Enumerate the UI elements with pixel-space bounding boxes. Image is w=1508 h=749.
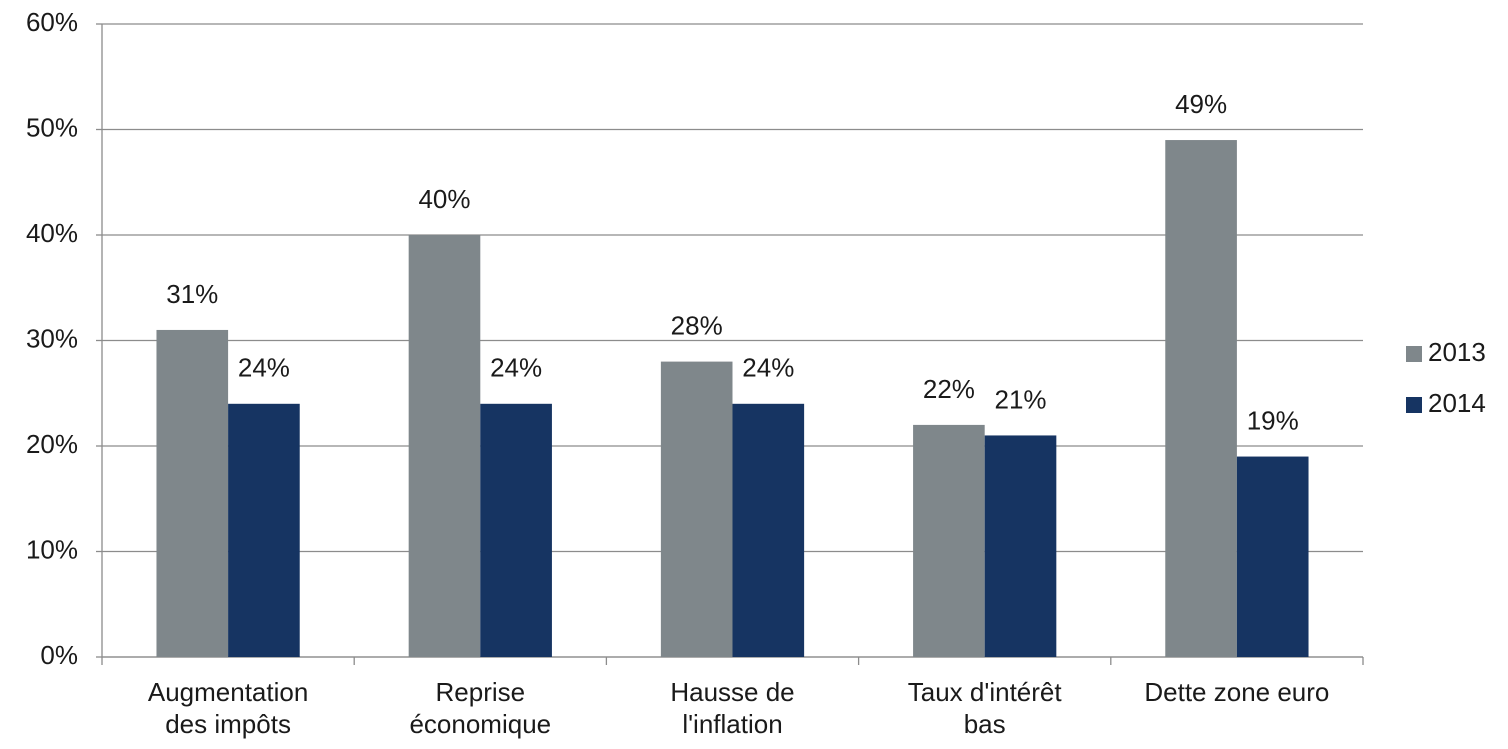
y-tick-label: 0% (40, 640, 78, 670)
bar (228, 403, 300, 657)
y-tick-label: 20% (26, 429, 78, 459)
value-label: 31% (166, 279, 218, 309)
value-label: 22% (923, 374, 975, 404)
y-tick-label: 50% (26, 112, 78, 142)
value-label: 24% (490, 353, 542, 383)
value-label: 24% (238, 353, 290, 383)
bar (1165, 140, 1237, 658)
y-tick-label: 10% (26, 534, 78, 564)
legend-swatch (1406, 346, 1422, 362)
bar (1236, 456, 1309, 657)
x-tick-label: Taux d'intérêt bas (907, 677, 1062, 739)
y-tick-label: 60% (26, 7, 78, 37)
x-tick-label: Augmentation des impôts (147, 677, 309, 739)
x-tick-label: Hausse de l'inflation (670, 677, 795, 739)
bar (913, 424, 985, 657)
value-label: 40% (418, 184, 470, 214)
x-tick-label: Dette zone euro (1144, 677, 1330, 707)
y-tick-label: 30% (26, 323, 78, 353)
bar (984, 435, 1057, 657)
y-tick-label: 40% (26, 218, 78, 248)
value-label: 19% (1247, 405, 1299, 435)
legend-swatch (1406, 397, 1422, 413)
legend-label: 2014 (1428, 388, 1486, 418)
bar (408, 235, 481, 657)
value-label: 24% (742, 353, 794, 383)
bar (156, 329, 229, 657)
legend-label: 2013 (1428, 337, 1486, 367)
bar (732, 403, 805, 657)
bar (480, 403, 552, 657)
x-tick-label: Reprise économique (409, 677, 552, 739)
value-label: 21% (994, 384, 1046, 414)
bar (660, 361, 733, 657)
value-label: 49% (1175, 89, 1227, 119)
value-label: 28% (671, 310, 723, 340)
